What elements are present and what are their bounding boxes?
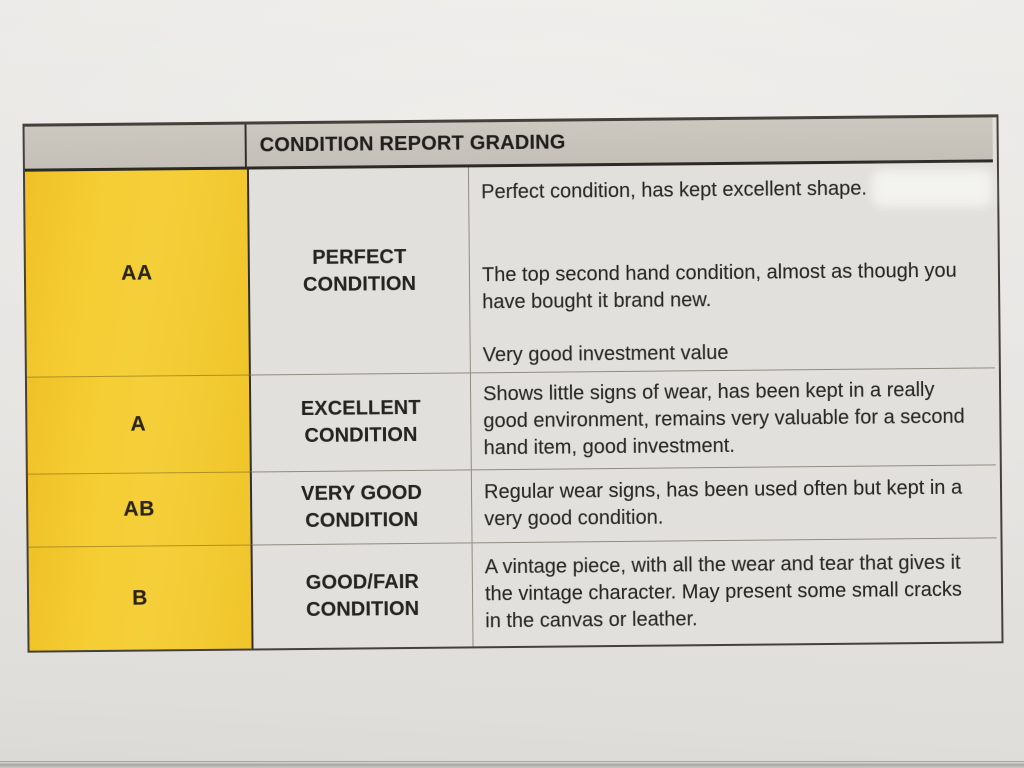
grade-cell-aa: AA <box>24 169 249 377</box>
condition-label-b: GOOD/FAIR CONDITION <box>305 570 420 621</box>
condition-label-aa: PERFECT CONDITION <box>302 245 417 296</box>
condition-label-a: EXCELLENT CONDITION <box>300 396 421 448</box>
description-paragraph: A vintage piece, with all the wear and t… <box>484 551 962 633</box>
description-paragraph: Shows little signs of wear, has been kep… <box>482 378 965 459</box>
description-cell-a: Shows little signs of wear, has been kep… <box>469 367 996 470</box>
condition-cell-b: GOOD/FAIR CONDITION <box>250 542 473 649</box>
description-paragraph: Very good investment value <box>482 341 729 367</box>
grade-cell-ab: AB <box>27 471 251 547</box>
description-paragraph: The top second hand condition, almost as… <box>481 259 957 314</box>
description-paragraph: Regular wear signs, has been used often … <box>483 476 963 531</box>
description-cell-b: A vintage piece, with all the wear and t… <box>471 537 998 647</box>
description-cell-aa: Perfect condition, has kept excellent sh… <box>467 162 995 373</box>
grade-cell-a: A <box>26 374 250 474</box>
paper-desk-edge <box>0 761 1024 768</box>
condition-cell-ab: VERY GOOD CONDITION <box>249 469 472 545</box>
condition-grading-table: CONDITION REPORT GRADING AA PERFECT COND… <box>22 114 1004 653</box>
condition-cell-aa: PERFECT CONDITION <box>246 167 470 375</box>
grade-cell-b: B <box>28 544 252 651</box>
description-paragraph: Perfect condition, has kept excellent sh… <box>481 177 868 204</box>
description-cell-ab: Regular wear signs, has been used often … <box>470 464 997 543</box>
header-corner-cell <box>24 124 247 172</box>
table-title: CONDITION REPORT GRADING <box>246 117 993 170</box>
condition-cell-a: EXCELLENT CONDITION <box>248 372 471 472</box>
condition-label-ab: VERY GOOD CONDITION <box>300 481 423 533</box>
